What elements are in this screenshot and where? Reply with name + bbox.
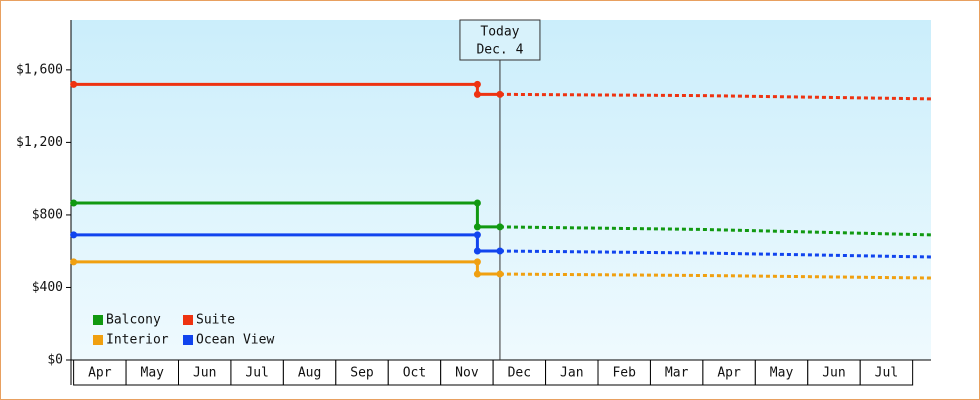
y-tick-label: $400: [32, 280, 63, 295]
x-tick-label: Jun: [193, 366, 216, 381]
legend-swatch: [183, 335, 193, 345]
x-tick-label: Apr: [717, 366, 741, 381]
price-line: [73, 201, 500, 229]
legend-swatch: [183, 315, 193, 325]
month-box: [649, 359, 704, 386]
x-tick-label: Jul: [245, 366, 268, 381]
x-tick-label: Nov: [455, 366, 479, 381]
y-tick-label: $800: [32, 207, 63, 222]
x-tick-label: May: [141, 366, 165, 381]
legend-swatch: [93, 335, 103, 345]
price-point: [473, 90, 481, 98]
price-point: [473, 270, 481, 278]
x-tick-label: Dec: [508, 366, 531, 381]
y-tick-label: $0: [47, 353, 63, 368]
x-tick-label: Jan: [560, 366, 583, 381]
x-tick-label: Aug: [298, 366, 321, 381]
price-point: [473, 199, 481, 207]
y-tick-label: $1,200: [16, 135, 63, 150]
legend-label: Suite: [196, 313, 235, 328]
plot-area: [71, 20, 931, 360]
month-box: [859, 359, 914, 386]
price-point: [473, 231, 481, 239]
price-point: [473, 223, 481, 231]
legend-label: Balcony: [106, 313, 161, 328]
price-line: [73, 82, 500, 96]
month-box: [440, 359, 494, 386]
x-tick-label: Mar: [665, 366, 689, 381]
x-tick-label: Sep: [350, 366, 374, 381]
price-point: [473, 80, 481, 88]
price-point: [496, 90, 504, 98]
x-tick-label: May: [770, 366, 794, 381]
price-point: [70, 258, 78, 266]
price-point: [496, 247, 504, 255]
x-tick-label: Jul: [875, 366, 898, 381]
price-point: [70, 231, 78, 239]
price-point: [70, 199, 78, 207]
x-tick-label: Apr: [88, 366, 112, 381]
legend-label: Ocean View: [196, 333, 274, 348]
today-label: Today: [480, 25, 519, 40]
legend-swatch: [93, 315, 103, 325]
today-label: Dec. 4: [476, 43, 523, 58]
x-tick-label: Oct: [403, 366, 426, 381]
price-point: [496, 270, 504, 278]
month-box: [807, 359, 861, 386]
price-line: [73, 233, 500, 253]
x-tick-label: Jun: [822, 366, 845, 381]
price-point: [473, 258, 481, 266]
x-tick-label: Feb: [612, 366, 636, 381]
today-box: [459, 19, 541, 61]
price-point: [473, 247, 481, 255]
y-tick-label: $1,600: [16, 62, 63, 77]
price-line: [73, 260, 500, 276]
month-box: [754, 359, 809, 386]
price-point: [70, 80, 78, 88]
price-point: [496, 223, 504, 231]
legend-label: Interior: [106, 333, 169, 348]
